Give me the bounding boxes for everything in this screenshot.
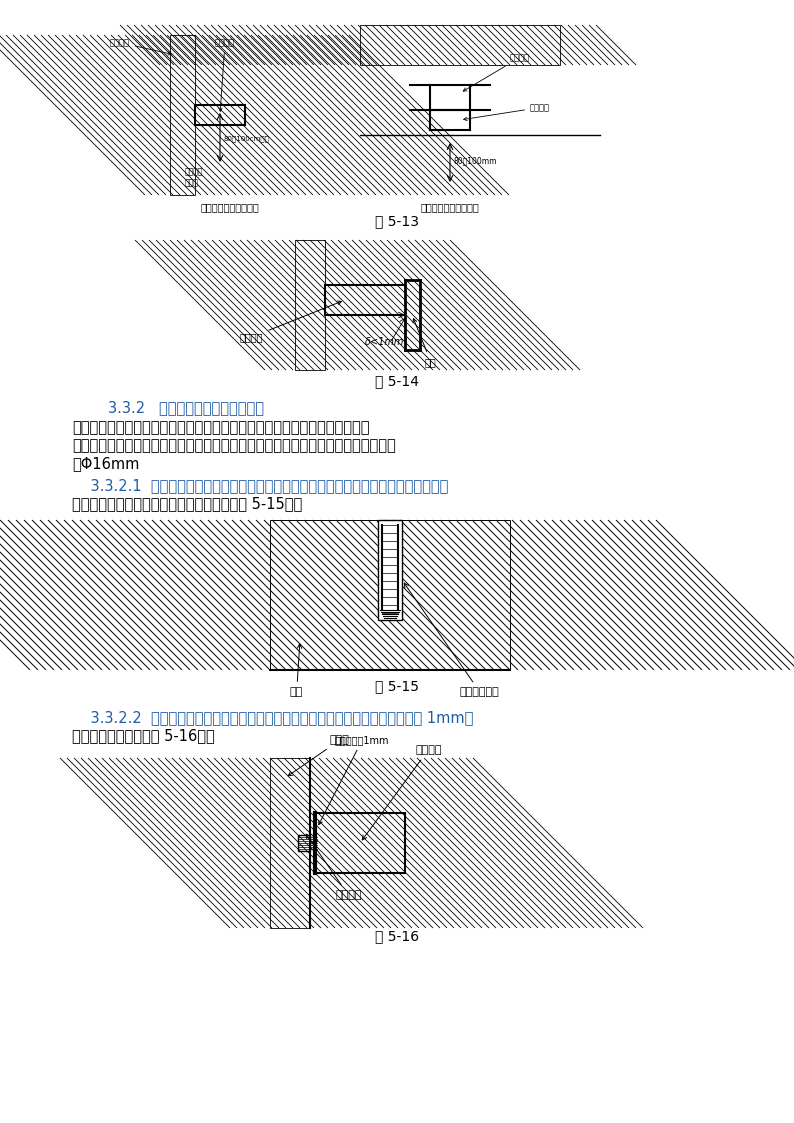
Bar <box>270 758 310 928</box>
Text: 3.3.2.2  若墙面垂直误差较大，可局部剔修，使之和导轨支架接触面间隙不大于 1mm，: 3.3.2.2 若墙面垂直误差较大，可局部剔修，使之和导轨支架接触面间隙不大于 … <box>72 710 473 725</box>
Text: δ<1mm: δ<1mm <box>365 337 404 347</box>
Bar <box>170 35 195 195</box>
Text: 使用的膨胀螺栓规格要符合电梯厂图纸要求。若厂家没有要求，膨胀螺栓的规格不小: 使用的膨胀螺栓规格要符合电梯厂图纸要求。若厂家没有要求，膨胀螺栓的规格不小 <box>72 438 395 453</box>
Text: 导轨: 导轨 <box>413 319 437 367</box>
Text: 热固导轨支架及基准线: 热固导轨支架及基准线 <box>421 202 480 212</box>
Text: 图 5-15: 图 5-15 <box>375 679 419 693</box>
Text: 图 5-16: 图 5-16 <box>375 929 419 943</box>
Text: 导轨支架: 导轨支架 <box>362 745 441 840</box>
Text: 砖井壁: 砖井壁 <box>288 734 350 776</box>
Text: 80～100mm: 80～100mm <box>453 156 496 165</box>
Text: 对置导轨支架及基准线: 对置导轨支架及基准线 <box>201 202 260 212</box>
Text: 3.3.2   用膨胀螺栓固定导轨支架：: 3.3.2 用膨胀螺栓固定导轨支架： <box>108 400 264 416</box>
Text: 3.3.2.1  打膨胀螺栓孔，位置要准确且要垂直于墙面，深度要适当。一向以膨胀螺栓被: 3.3.2.1 打膨胀螺栓孔，位置要准确且要垂直于墙面，深度要适当。一向以膨胀螺… <box>72 478 449 493</box>
Text: 80～100cm以内: 80～100cm以内 <box>223 135 269 141</box>
Text: 图 5-14: 图 5-14 <box>375 374 419 389</box>
Bar <box>298 836 310 851</box>
Text: 混凝土电梯井壁没有预埋铁的情况多使用膨胀螺栓直接固定导轨支架的方法。: 混凝土电梯井壁没有预埋铁的情况多使用膨胀螺栓直接固定导轨支架的方法。 <box>72 420 369 435</box>
Text: 导轨支架: 导轨支架 <box>464 103 550 120</box>
Text: 图 5-13: 图 5-13 <box>375 214 419 228</box>
Bar <box>360 25 560 65</box>
Text: 导轨支架: 导轨支架 <box>240 301 341 343</box>
Text: 固定后，护套外端面和墙壁表面相平为宜（图 5-15）。: 固定后，护套外端面和墙壁表面相平为宜（图 5-15）。 <box>72 496 303 511</box>
Text: 垫片厚小于1mm: 垫片厚小于1mm <box>318 734 390 824</box>
Bar <box>295 240 325 369</box>
Text: 导轨支架: 导轨支架 <box>215 38 235 111</box>
Text: 与墙距离
参考架: 与墙距离 参考架 <box>185 167 203 188</box>
Bar <box>315 813 405 873</box>
Bar <box>378 520 402 620</box>
Text: 预埋钢板: 预埋钢板 <box>110 38 172 55</box>
Text: 墙面: 墙面 <box>290 643 303 697</box>
Text: 膨胀螺栓护套: 膨胀螺栓护套 <box>404 583 499 697</box>
Text: 然后用薄垫片垫实（图 5-16）。: 然后用薄垫片垫实（图 5-16）。 <box>72 728 214 743</box>
Text: 膨胀螺栓: 膨胀螺栓 <box>306 834 361 900</box>
Text: 预埋板板: 预埋板板 <box>463 53 530 91</box>
Bar <box>270 520 510 670</box>
Text: 于Φ16mm: 于Φ16mm <box>72 456 140 471</box>
